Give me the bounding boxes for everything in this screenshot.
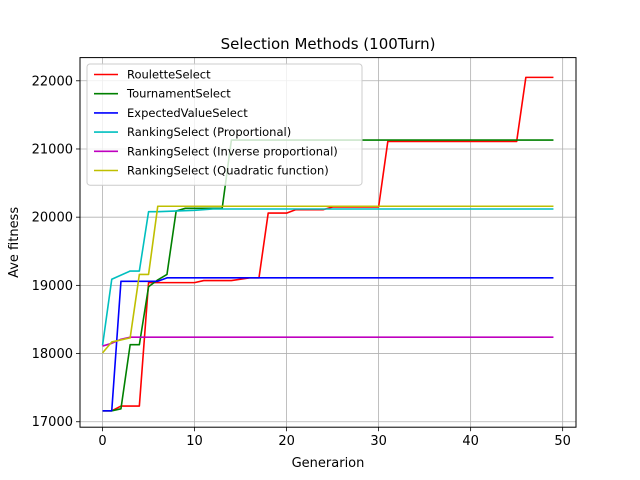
y-tick-label: 21000	[32, 142, 73, 157]
x-tick-label: 40	[462, 434, 479, 449]
legend-label: RankingSelect (Quadratic function)	[127, 164, 329, 178]
series-lines	[101, 76, 554, 412]
y-tick-label: 22000	[32, 74, 73, 89]
x-tick-label: 50	[554, 434, 571, 449]
plot-frame	[79, 57, 577, 428]
legend-label: RouletteSelect	[127, 68, 211, 82]
chart-title: Selection Methods (100Turn)	[221, 35, 436, 53]
legend-box	[86, 63, 363, 186]
x-tick-label: 30	[370, 434, 387, 449]
legend-label: RankingSelect (Proportional)	[127, 125, 291, 139]
series-line	[101, 208, 554, 346]
y-tick-label: 19000	[32, 279, 73, 294]
x-tick-label: 10	[186, 434, 203, 449]
series-line	[101, 205, 554, 354]
legend-label: TournamentSelect	[126, 87, 231, 101]
y-tick-label: 18000	[32, 347, 73, 362]
x-axis-title: Generarion	[292, 456, 365, 471]
legend-label: RankingSelect (Inverse proportional)	[127, 144, 338, 158]
y-tick-label: 17000	[32, 415, 73, 430]
legend: RouletteSelect TournamentSelect ExpectedVa…	[86, 63, 363, 186]
x-tick-label: 20	[278, 434, 295, 449]
legend-label: ExpectedValueSelect	[127, 106, 248, 120]
y-axis-title: Ave fitness	[7, 207, 22, 278]
axis-ticks: 0 10 20 30 40 50 17000 18000 19000 20000 21000 2200…	[32, 74, 571, 449]
series-line	[102, 277, 554, 412]
y-tick-label: 20000	[32, 211, 73, 226]
x-tick-label: 0	[98, 434, 106, 449]
